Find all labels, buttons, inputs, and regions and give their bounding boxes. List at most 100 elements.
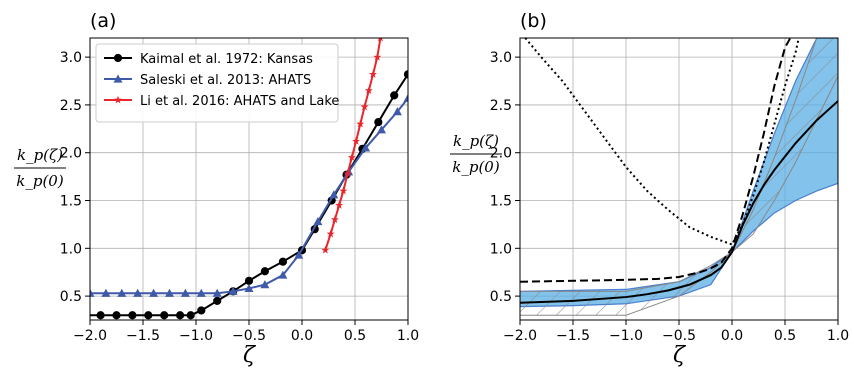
data-point-0 [76, 312, 83, 319]
x-tick-label-a: 0.5 [344, 328, 366, 344]
legend-label: Li et al. 2016: AHATS and Lake [140, 94, 339, 109]
legend: Kaimal et al. 1972: Kansas Saleski et al.… [95, 43, 339, 123]
data-point-0 [197, 306, 206, 315]
x-tick-label-b: −2.0 [503, 328, 537, 344]
data-point-1 [228, 286, 238, 295]
series-a [76, 38, 408, 320]
data-point-0 [390, 91, 399, 100]
x-tick-label-a: −1.0 [179, 328, 213, 344]
series-line-0 [90, 73, 408, 317]
y-tick-label-b: 0.5 [490, 289, 512, 305]
x-tick-label-a: −0.5 [232, 328, 266, 344]
data-point-1 [180, 288, 190, 297]
panel-b: (b) −2.0 −1.5 −1.0 −0.5 0.0 0.5 1.0 0.5 1.0 1.5 2.… [450, 10, 849, 368]
y-tick-label-b: 1.5 [490, 194, 512, 210]
data-point-2 [360, 102, 369, 111]
data-point-0 [213, 296, 222, 305]
x-tick-label-b: 0.0 [721, 328, 743, 344]
data-point-1 [361, 143, 371, 152]
y-tick-label-a: 2.0 [60, 146, 82, 162]
y-tick-label-a: 0.5 [60, 289, 82, 305]
data-point-2 [352, 137, 361, 145]
x-tick-label-a: −1.5 [126, 328, 160, 344]
data-point-0 [144, 311, 153, 320]
solid-curve [520, 100, 838, 304]
data-point-0 [186, 311, 195, 320]
data-point-2 [377, 38, 383, 42]
dotted-curve [524, 38, 800, 246]
data-point-1 [313, 217, 323, 226]
x-tick-label-b: 1.0 [827, 328, 849, 344]
data-point-1 [90, 288, 95, 297]
x-tick-label-a: 1.0 [397, 328, 419, 344]
y-axis-label-b: k_p(ζ) k_p(0) [450, 132, 502, 176]
data-point-2 [330, 215, 339, 224]
data-point-2 [373, 52, 382, 61]
data-point-2 [369, 70, 378, 78]
data-point-0 [176, 311, 185, 320]
data-point-1 [244, 283, 254, 293]
x-axis-label-a: ζ [243, 343, 257, 368]
y-tick-label-a: 1.5 [60, 194, 82, 210]
legend-box [95, 43, 339, 123]
y-tick-label-a: 2.5 [60, 98, 82, 114]
data-point-2 [326, 229, 335, 238]
data-point-1 [329, 190, 339, 199]
data-point-0 [160, 311, 169, 320]
data-point-1 [403, 93, 408, 102]
x-tick-label-a: 0.0 [291, 328, 313, 344]
data-point-2 [321, 246, 330, 254]
data-point-1 [101, 288, 111, 297]
data-point-0 [278, 257, 288, 266]
y-tick-label-b: 3.0 [490, 50, 512, 66]
hatched-band [520, 38, 838, 316]
data-point-2 [364, 86, 373, 94]
y-axis-label-a: k_p(ζ) k_p(0) [14, 146, 66, 190]
data-point-0 [128, 311, 137, 320]
x-tick-label-b: −1.0 [609, 328, 643, 344]
data-point-1 [196, 288, 206, 297]
y-axis-label-numerator-b: k_p(ζ) [453, 132, 499, 150]
data-point-1 [133, 288, 143, 297]
panel-a: (a) −2.0 −1.5 −1.0 −0.5 0.0 0.5 1.0 0.5 1.0 1.5 2.… [14, 10, 419, 368]
legend-marker [113, 74, 123, 83]
y-tick-label-a: 1.0 [60, 241, 82, 257]
data-point-1 [294, 250, 304, 259]
data-point-0 [244, 276, 254, 285]
y-axis-label-denominator-a: k_p(0) [16, 172, 64, 190]
data-point-2 [343, 169, 352, 178]
panel-label-b: (b) [520, 10, 547, 32]
legend-label: Kaimal et al. 1972: Kansas [140, 52, 313, 67]
data-point-2 [339, 186, 348, 195]
y-tick-label-b: 1.0 [490, 241, 512, 257]
legend-marker [113, 53, 123, 63]
data-point-1 [149, 288, 159, 297]
data-point-0 [260, 267, 269, 276]
x-axis-label-b: ζ [673, 343, 687, 368]
data-point-1 [165, 288, 174, 297]
series-line-2 [324, 38, 382, 251]
panel-label-a: (a) [90, 10, 116, 32]
x-tick-label-b: −1.5 [556, 328, 590, 344]
y-axis-label-denominator-b: k_p(0) [452, 158, 500, 176]
data-point-1 [260, 280, 270, 289]
y-axis-label-numerator-a: k_p(ζ) [17, 146, 63, 164]
data-point-2 [335, 201, 344, 209]
ticks-b: −2.0 −1.5 −1.0 −0.5 0.0 0.5 1.00.51.01.52.02.5… [490, 50, 849, 344]
x-tick-label-b: 0.5 [774, 328, 796, 344]
data-point-2 [347, 153, 356, 161]
ticks-a: −2.0 −1.5 −1.0 −0.5 0.0 0.5 1.0 0.5 1.0 1.5 2.0 2.5… [60, 50, 419, 344]
y-tick-label-b: 2.5 [490, 98, 512, 114]
x-tick-label-a: −2.0 [73, 328, 107, 344]
legend-marker [114, 95, 122, 104]
data-point-0 [96, 311, 105, 320]
data-point-2 [356, 119, 365, 128]
y-tick-label-a: 3.0 [60, 50, 82, 66]
data-point-1 [278, 270, 288, 279]
x-tick-label-b: −0.5 [662, 328, 696, 344]
data-point-1 [117, 288, 127, 297]
data-point-0 [374, 118, 383, 127]
data-point-0 [112, 311, 121, 320]
legend-label: Saleski et al. 2013: AHATS [140, 73, 311, 88]
